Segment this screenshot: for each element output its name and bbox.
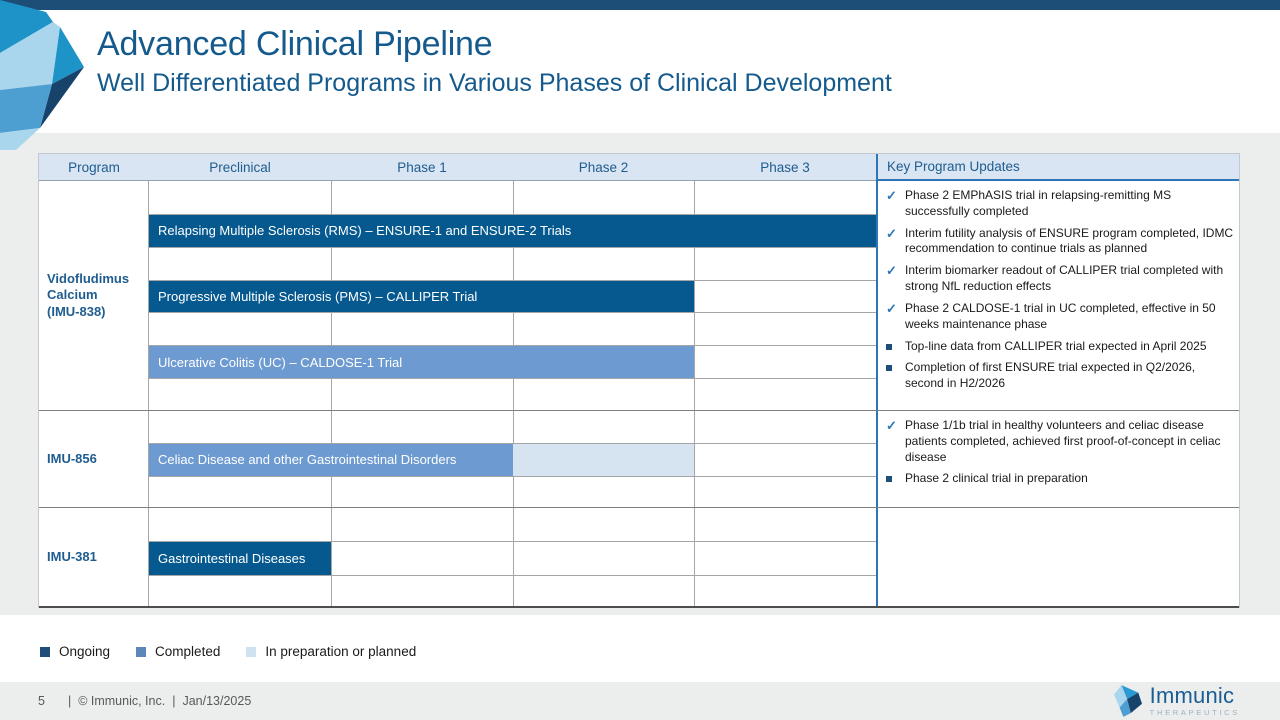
checkmark-icon: ✓ bbox=[886, 188, 897, 203]
legend-label: Ongoing bbox=[59, 644, 111, 659]
footer-copyright: © Immunic, Inc. bbox=[78, 694, 166, 708]
immunic-gem-logo-icon bbox=[0, 0, 84, 150]
column-header-phase-1: Phase 1 bbox=[331, 154, 513, 181]
pipeline-bar: Progressive Multiple Sclerosis (PMS) – C… bbox=[149, 280, 694, 313]
phase-gridline-horizontal bbox=[149, 345, 876, 347]
update-text: Phase 2 EMPhASIS trial in relapsing-remi… bbox=[905, 188, 1172, 218]
phase-gridline-horizontal bbox=[149, 574, 876, 576]
top-accent-bar bbox=[0, 0, 1280, 10]
legend-swatch-ongoing bbox=[40, 646, 50, 657]
immunic-gem-icon bbox=[1113, 685, 1142, 717]
update-text: Top-line data from CALLIPER trial expect… bbox=[905, 338, 1207, 353]
legend-item-ongoing: Ongoing bbox=[40, 644, 110, 659]
update-item: ✓ Phase 2 CALDOSE-1 trial in UC completed… bbox=[886, 301, 1235, 333]
phase-gridline-horizontal bbox=[149, 213, 876, 215]
immunic-footer-logo: Immunic THERAPEUTICS bbox=[1113, 682, 1240, 720]
brand-name: Immunic bbox=[1149, 683, 1235, 709]
square-bullet-icon bbox=[886, 476, 892, 483]
pipeline-bar bbox=[513, 444, 694, 476]
checkmark-icon: ✓ bbox=[886, 263, 897, 279]
key-program-updates-cell: ✓ Phase 1/1b trial in healthy volunteers … bbox=[876, 411, 1239, 507]
square-bullet-icon bbox=[886, 365, 892, 372]
pipeline-bar: Relapsing Multiple Sclerosis (RMS) – ENS… bbox=[149, 214, 876, 247]
program-row: IMU-381 Gastrointestinal Diseases bbox=[39, 508, 1239, 608]
square-bullet-icon bbox=[886, 471, 899, 487]
phase-gridline-vertical bbox=[331, 508, 332, 606]
pipeline-bar: Ulcerative Colitis (UC) – CALDOSE-1 Tria… bbox=[149, 346, 694, 379]
update-item: Top-line data from CALLIPER trial expect… bbox=[886, 339, 1235, 355]
program-label: IMU-381 bbox=[39, 508, 149, 606]
phase-gridline-vertical bbox=[694, 411, 695, 507]
checkmark-icon: ✓ bbox=[886, 300, 897, 316]
update-item: ✓ Phase 2 EMPhASIS trial in relapsing-rem… bbox=[886, 188, 1235, 220]
phase-gridline-horizontal bbox=[149, 378, 876, 380]
footer-bar: 5 | © Immunic, Inc. | Jan/13/2025 bbox=[0, 682, 1280, 720]
footer-separator: | bbox=[172, 694, 176, 708]
program-label: IMU-856 bbox=[39, 411, 149, 507]
update-item: Phase 2 clinical trial in preparation bbox=[886, 471, 1235, 487]
update-text: Completion of first ENSURE trial expecte… bbox=[905, 360, 1196, 391]
column-header-key-program-updates: Key Program Updates bbox=[876, 154, 1239, 181]
phase-gridline-horizontal bbox=[149, 443, 876, 445]
footer-separator: | bbox=[67, 694, 72, 708]
program-row: Vidofludimus Calcium (IMU-838) Relapsing … bbox=[39, 181, 1239, 411]
pipeline-bar: Celiac Disease and other Gastrointestina… bbox=[149, 444, 513, 476]
legend-label: In preparation or planned bbox=[265, 644, 417, 659]
update-text: Phase 2 clinical trial in preparation bbox=[905, 471, 1088, 486]
column-header-phase-3: Phase 3 bbox=[694, 154, 876, 181]
phase-gridline-horizontal bbox=[149, 246, 876, 248]
checkmark-icon: ✓ bbox=[886, 418, 897, 433]
phase-gridline-horizontal bbox=[149, 312, 876, 314]
legend-item-planned: In preparation or planned bbox=[246, 644, 416, 659]
legend-swatch-planned bbox=[246, 646, 257, 657]
checkmark-icon: ✓ bbox=[886, 225, 897, 241]
update-item: ✓ Phase 1/1b trial in healthy volunteers … bbox=[886, 418, 1235, 465]
update-text: Interim biomarker readout of CALLIPER tr… bbox=[905, 263, 1224, 294]
update-item: ✓ Interim biomarker readout of CALLIPER t… bbox=[886, 263, 1235, 295]
pipeline-bar: Gastrointestinal Diseases bbox=[149, 542, 331, 575]
phase-gridline-horizontal bbox=[149, 541, 876, 543]
update-text: Interim futility analysis of ENSURE prog… bbox=[905, 225, 1234, 256]
key-program-updates-cell bbox=[876, 508, 1239, 606]
column-header-preclinical: Preclinical bbox=[149, 154, 331, 181]
slide-heading: Advanced Clinical Pipeline Well Differen… bbox=[97, 24, 892, 98]
status-legend: Ongoing Completed In preparation or planne… bbox=[40, 644, 416, 659]
legend-swatch-completed bbox=[136, 646, 147, 657]
footer-date: Jan/13/2025 bbox=[182, 694, 252, 708]
page-title: Advanced Clinical Pipeline bbox=[97, 25, 493, 63]
square-bullet-icon bbox=[886, 360, 899, 392]
phase-gridline-horizontal bbox=[149, 475, 876, 477]
legend-item-completed: Completed bbox=[136, 644, 220, 659]
phase-gridline-vertical bbox=[513, 508, 514, 606]
update-text: Phase 2 CALDOSE-1 trial in UC completed,… bbox=[905, 300, 1216, 331]
column-header-program: Program bbox=[39, 154, 149, 181]
brand-wordmark: Immunic THERAPEUTICS bbox=[1150, 685, 1240, 717]
column-header-phase-2: Phase 2 bbox=[513, 154, 694, 181]
update-text: Phase 1/1b trial in healthy volunteers a… bbox=[905, 418, 1221, 464]
brand-tagline: THERAPEUTICS bbox=[1149, 708, 1240, 718]
update-item: Completion of first ENSURE trial expecte… bbox=[886, 360, 1235, 392]
program-row: IMU-856 Celiac Disease and other Gastroin… bbox=[39, 411, 1239, 508]
phase-gridline-horizontal bbox=[149, 279, 876, 281]
square-bullet-icon bbox=[886, 343, 892, 350]
update-item: ✓ Interim futility analysis of ENSURE pro… bbox=[886, 226, 1235, 258]
phase-gridline-vertical bbox=[694, 508, 695, 606]
legend-label: Completed bbox=[155, 644, 221, 659]
page-subtitle: Well Differentiated Programs in Various … bbox=[97, 68, 892, 97]
program-label: Vidofludimus Calcium (IMU-838) bbox=[39, 181, 149, 410]
phase-gridline-vertical bbox=[694, 181, 695, 410]
page-number: 5 bbox=[38, 694, 45, 708]
legend-strip-background bbox=[0, 615, 1280, 682]
key-program-updates-cell: ✓ Phase 2 EMPhASIS trial in relapsing-rem… bbox=[876, 181, 1239, 410]
square-bullet-icon bbox=[886, 339, 899, 355]
